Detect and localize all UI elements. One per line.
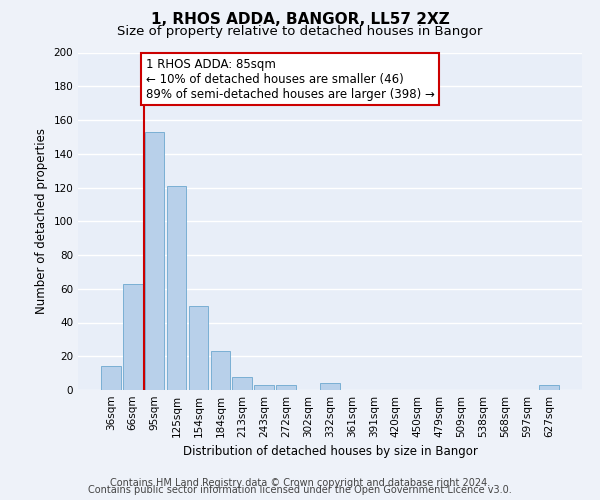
Bar <box>320 383 340 390</box>
Bar <box>167 186 187 390</box>
Bar <box>188 306 208 390</box>
Bar <box>123 284 143 390</box>
Text: Size of property relative to detached houses in Bangor: Size of property relative to detached ho… <box>118 25 482 38</box>
Bar <box>145 132 164 390</box>
Bar <box>232 376 252 390</box>
Bar <box>539 385 559 390</box>
Text: Contains HM Land Registry data © Crown copyright and database right 2024.: Contains HM Land Registry data © Crown c… <box>110 478 490 488</box>
Text: 1, RHOS ADDA, BANGOR, LL57 2XZ: 1, RHOS ADDA, BANGOR, LL57 2XZ <box>151 12 449 28</box>
Bar <box>101 366 121 390</box>
Bar <box>254 385 274 390</box>
Text: Contains public sector information licensed under the Open Government Licence v3: Contains public sector information licen… <box>88 485 512 495</box>
Y-axis label: Number of detached properties: Number of detached properties <box>35 128 48 314</box>
Text: 1 RHOS ADDA: 85sqm
← 10% of detached houses are smaller (46)
89% of semi-detache: 1 RHOS ADDA: 85sqm ← 10% of detached hou… <box>146 58 435 100</box>
Bar <box>211 351 230 390</box>
X-axis label: Distribution of detached houses by size in Bangor: Distribution of detached houses by size … <box>182 446 478 458</box>
Bar <box>276 385 296 390</box>
